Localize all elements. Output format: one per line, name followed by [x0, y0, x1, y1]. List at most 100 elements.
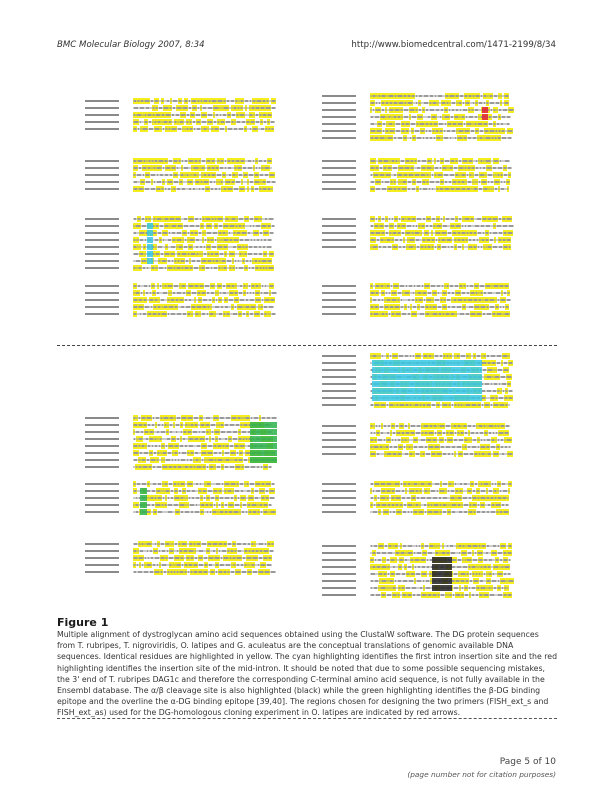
residue-letters: [440, 292, 442, 294]
residue-letters: [258, 253, 263, 255]
residue-letters: [461, 292, 466, 294]
residue-letters: [177, 121, 179, 123]
residue-letters: [232, 543, 236, 545]
residue-letters: [270, 167, 272, 169]
residue-letters: [455, 174, 459, 176]
residue-letters: [400, 306, 404, 308]
residue-letters: [481, 355, 483, 357]
residue-letters: [162, 497, 165, 499]
residue-letters: [161, 114, 165, 116]
residue-letters: [411, 116, 417, 118]
residue-letters: [210, 239, 214, 241]
residue-letters: [213, 107, 219, 109]
residue-letters: [402, 292, 404, 294]
residue-letters: [184, 100, 188, 102]
residue-letters: [251, 107, 255, 109]
residue-letters: [415, 355, 421, 357]
residue-letters: [370, 246, 372, 248]
residue-letters: [145, 107, 150, 109]
residue-letters: [479, 174, 485, 176]
sequence-name-row: [85, 160, 119, 162]
residue-letters: [397, 95, 403, 97]
residue-letters: [492, 167, 497, 169]
residue-letters: [219, 167, 224, 169]
residue-letters: [384, 225, 389, 227]
residue-letters: [178, 174, 180, 176]
residue-letters: [186, 292, 191, 294]
residue-letters: [234, 504, 240, 506]
sequence-name-row: [322, 167, 356, 169]
residue-letters: [239, 285, 243, 287]
residue-letters: [432, 102, 437, 104]
residue-letters: [188, 299, 192, 301]
residue-letters: [174, 497, 180, 499]
residue-letters: [497, 137, 501, 139]
residue-letters: [221, 550, 227, 552]
residue-letters: [206, 431, 209, 433]
residue-letters: [232, 174, 236, 176]
residue-letters: [161, 121, 163, 123]
residue-letters: [476, 313, 482, 315]
residue-letters: [211, 100, 217, 102]
residue-letters: [400, 109, 403, 111]
journal-url[interactable]: http://www.biomedcentral.com/1471-2199/8…: [351, 40, 556, 50]
residue-letters: [458, 218, 462, 220]
residue-letters: [486, 167, 492, 169]
residue-letters: [193, 543, 196, 545]
residue-letters: [247, 232, 251, 234]
residue-letters: [374, 225, 379, 227]
residue-letters: [202, 232, 204, 234]
residue-letters: [375, 188, 381, 190]
residue-letters: [258, 260, 261, 262]
residue-letters: [189, 267, 193, 269]
residue-letters: [137, 128, 140, 130]
residue-letters: [193, 459, 195, 461]
residue-letters: [504, 102, 509, 104]
residue-letters: [379, 225, 384, 227]
residue-letters: [459, 174, 461, 176]
residue-letters: [374, 137, 379, 139]
residue-letters: [391, 239, 394, 241]
residue-letters: [410, 123, 416, 125]
residue-letters: [233, 239, 239, 241]
residue-letters: [405, 285, 408, 287]
residue-letters: [194, 218, 199, 220]
residue-letters: [392, 167, 398, 169]
residue-letters: [250, 121, 255, 123]
residue-letters: [217, 246, 223, 248]
residue-letters: [187, 543, 189, 545]
sequence-name-row: [322, 299, 356, 301]
residue-letters: [245, 306, 250, 308]
sequence-name-row: [85, 564, 119, 566]
residue-letters: [482, 369, 487, 371]
residue-letters: [154, 121, 157, 123]
residue-letters: [473, 299, 478, 301]
residue-letters: [213, 564, 215, 566]
residue-letters: [478, 181, 481, 183]
residue-letters: [220, 181, 223, 183]
sequence-name-row: [85, 128, 119, 130]
residue-letters: [266, 564, 272, 566]
residue-letters: [386, 299, 391, 301]
residue-letters: [193, 417, 199, 419]
residue-letters: [214, 188, 218, 190]
residue-letters: [164, 424, 167, 426]
residue-letters: [252, 128, 258, 130]
residue-letters: [151, 267, 155, 269]
residue-letters: [223, 313, 226, 315]
residue-letters: [245, 188, 247, 190]
residue-letters: [222, 299, 224, 301]
residue-letters: [476, 239, 479, 241]
residue-letters: [243, 174, 248, 176]
residue-letters: [373, 285, 375, 287]
residue-letters: [467, 181, 472, 183]
residue-letters: [223, 267, 227, 269]
residue-letters: [167, 571, 170, 573]
residue-letters: [386, 285, 390, 287]
residue-letters: [465, 239, 468, 241]
residue-letters: [213, 114, 215, 116]
residue-letters: [133, 225, 135, 227]
residue-letters: [150, 306, 153, 308]
residue-letters: [175, 114, 180, 116]
residue-letters: [437, 95, 443, 97]
